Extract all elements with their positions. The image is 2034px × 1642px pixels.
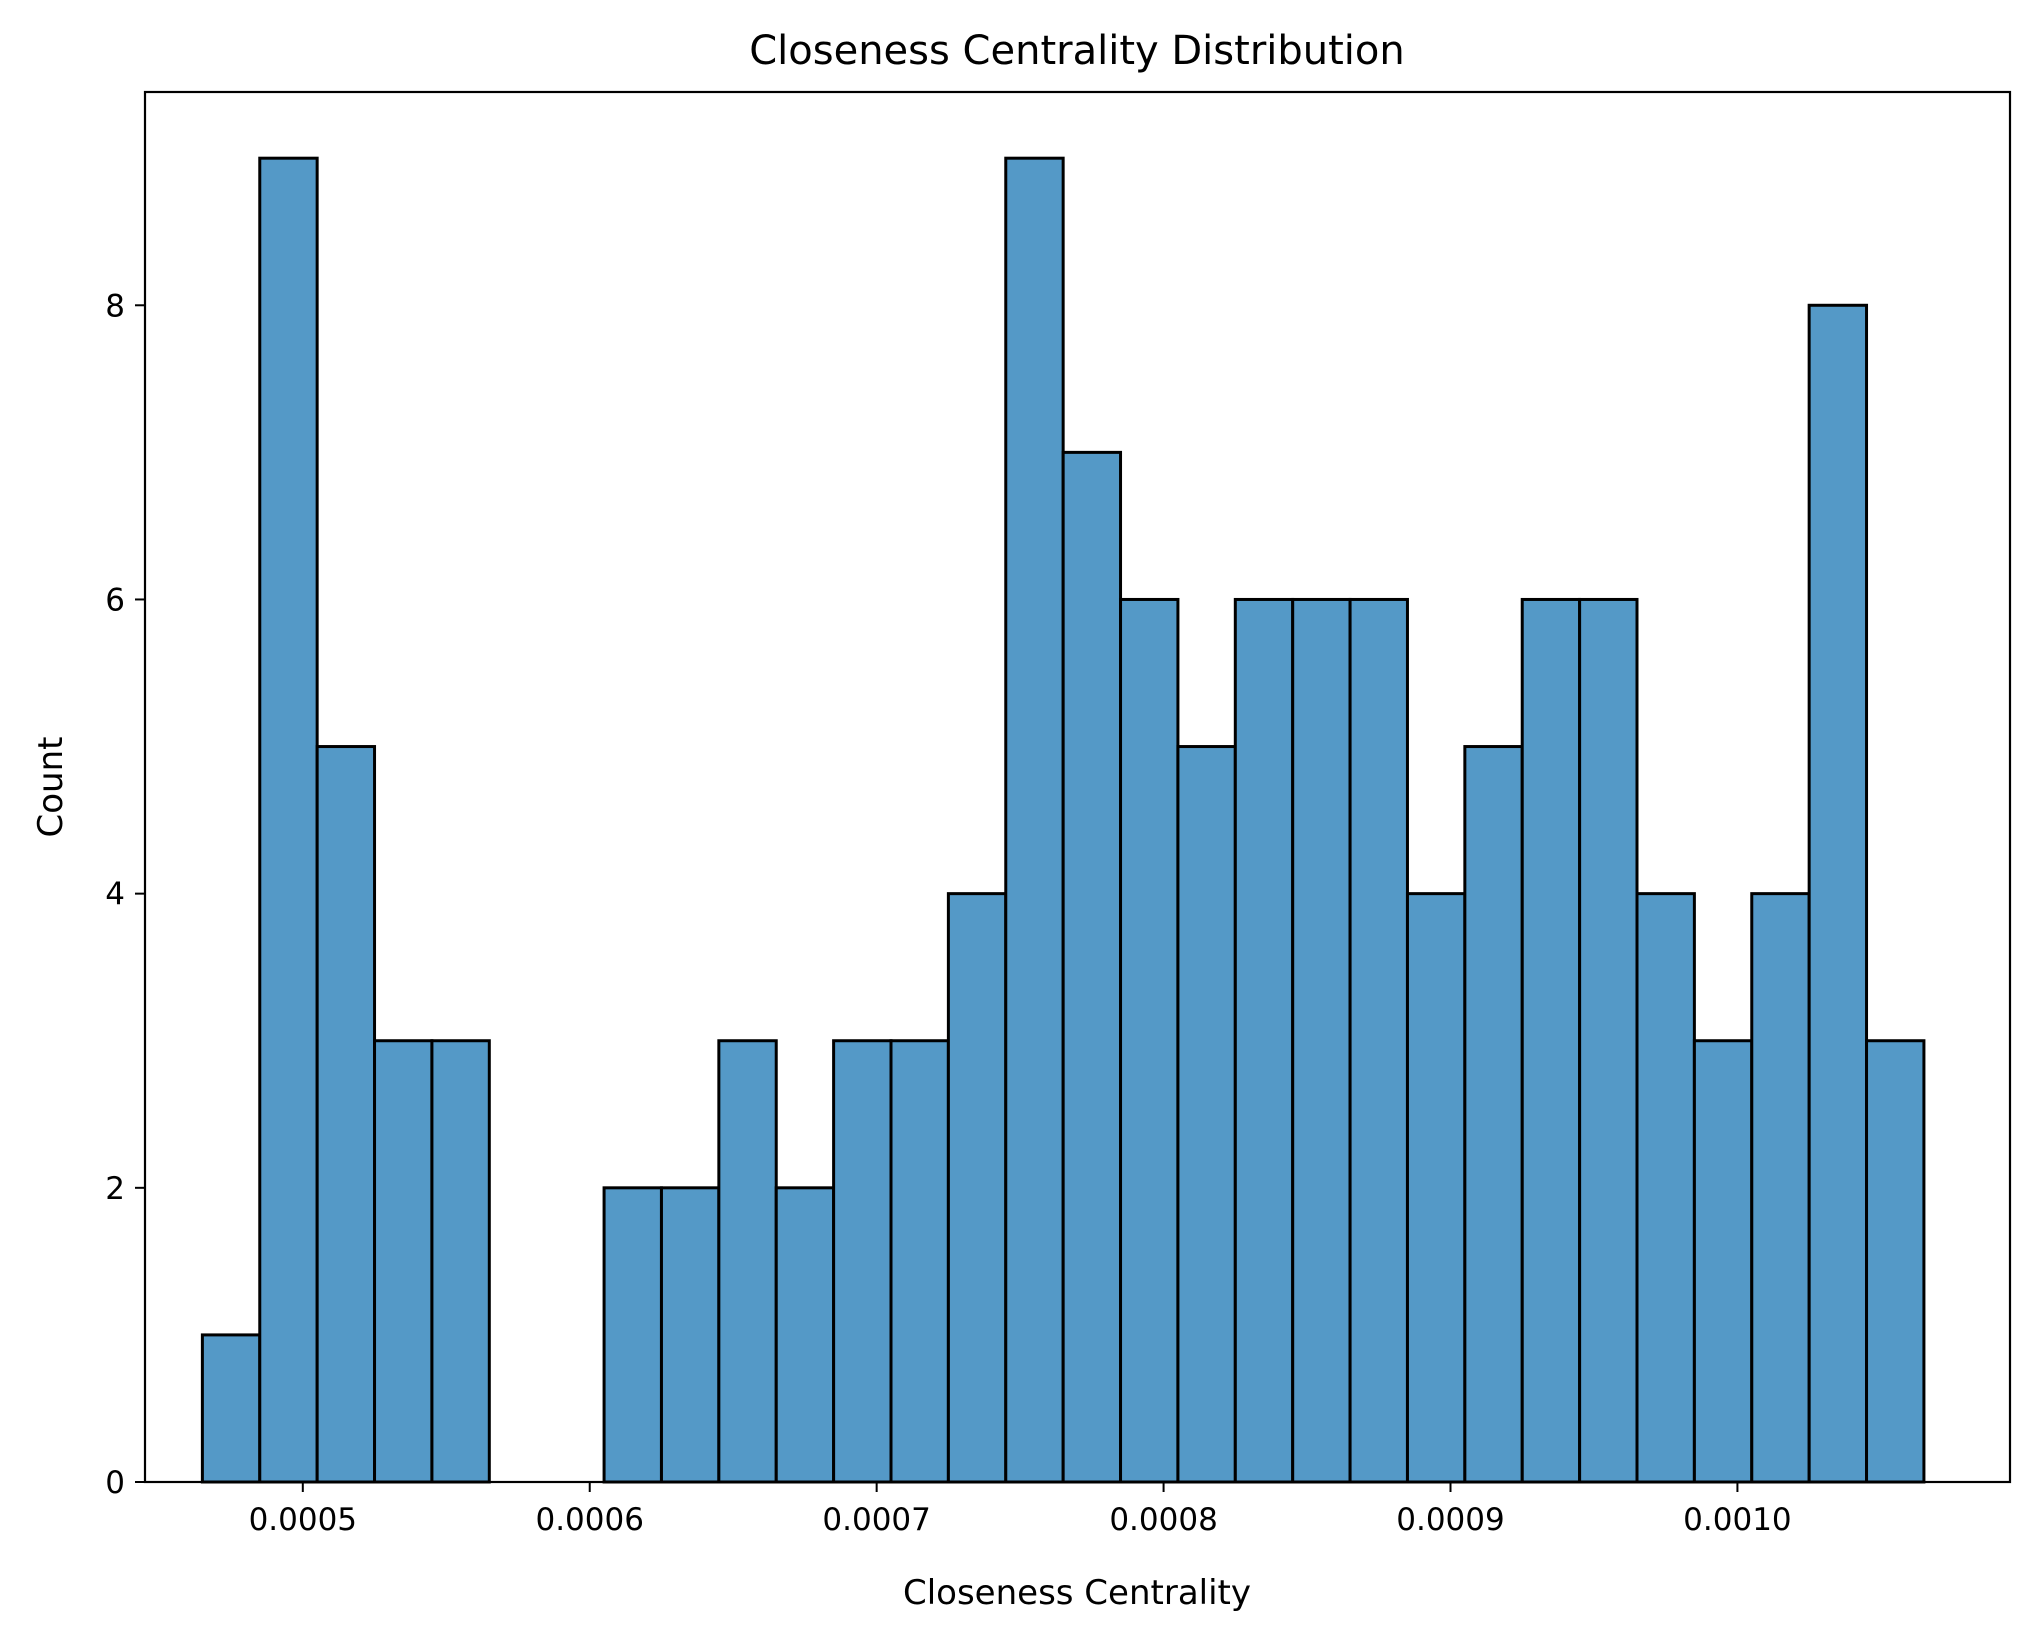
x-tick-label: 0.0008 <box>1109 1502 1217 1538</box>
histogram-bar <box>1348 597 1409 1484</box>
histogram-bar <box>1578 597 1639 1484</box>
histogram-bar <box>1692 1039 1754 1484</box>
x-axis-ticks: 0.0005 0.0006 0.0007 0.0008 0.0009 0.0010 <box>249 1482 1792 1538</box>
x-tick-label: 0.0006 <box>535 1502 643 1538</box>
y-tick-label: 8 <box>105 288 125 324</box>
histogram-bar <box>1865 1039 1926 1484</box>
histogram-bar <box>258 156 319 1484</box>
histogram-bar <box>602 1186 663 1484</box>
x-tick-label: 0.0007 <box>822 1502 930 1538</box>
x-axis-label: Closeness Centrality <box>903 1573 1251 1613</box>
y-tick-label: 0 <box>105 1465 125 1501</box>
y-tick-label: 6 <box>105 582 125 618</box>
histogram-bar <box>430 1039 491 1484</box>
histogram-bar <box>889 1039 950 1484</box>
y-tick-label: 4 <box>105 877 125 913</box>
histogram-bars <box>200 156 1926 1484</box>
chart-title: Closeness Centrality Distribution <box>749 28 1405 74</box>
histogram-bar <box>1807 303 1869 1484</box>
y-tick-label: 2 <box>105 1171 125 1207</box>
histogram-bar <box>1405 892 1467 1484</box>
histogram-bar <box>1176 745 1237 1484</box>
histogram-bar <box>1061 450 1123 1484</box>
x-tick-label: 0.0009 <box>1396 1502 1504 1538</box>
histogram-bar <box>832 1039 893 1484</box>
histogram-bar <box>659 1186 721 1484</box>
x-tick-label: 0.0005 <box>249 1502 357 1538</box>
histogram-bar <box>1233 597 1295 1484</box>
plot-area-frame <box>143 90 2012 1484</box>
y-axis-label: Count <box>31 737 71 838</box>
x-tick-label: 0.0010 <box>1683 1502 1791 1538</box>
histogram-bar <box>1291 597 1352 1484</box>
histogram-bar <box>717 1039 778 1484</box>
y-axis-ticks: 0 2 4 6 8 <box>105 288 145 1501</box>
histogram-bar <box>1004 156 1065 1484</box>
histogram-bar <box>1119 597 1180 1484</box>
histogram-bar <box>315 745 377 1484</box>
histogram-bar <box>200 1333 262 1484</box>
histogram-bar <box>1635 892 1696 1484</box>
histogram-bar <box>946 892 1008 1484</box>
histogram-bar <box>1463 745 1524 1484</box>
histogram-bar <box>373 1039 434 1484</box>
histogram-bar <box>774 1186 836 1484</box>
histogram-bar <box>1750 892 1811 1484</box>
histogram-bar <box>1520 597 1582 1484</box>
